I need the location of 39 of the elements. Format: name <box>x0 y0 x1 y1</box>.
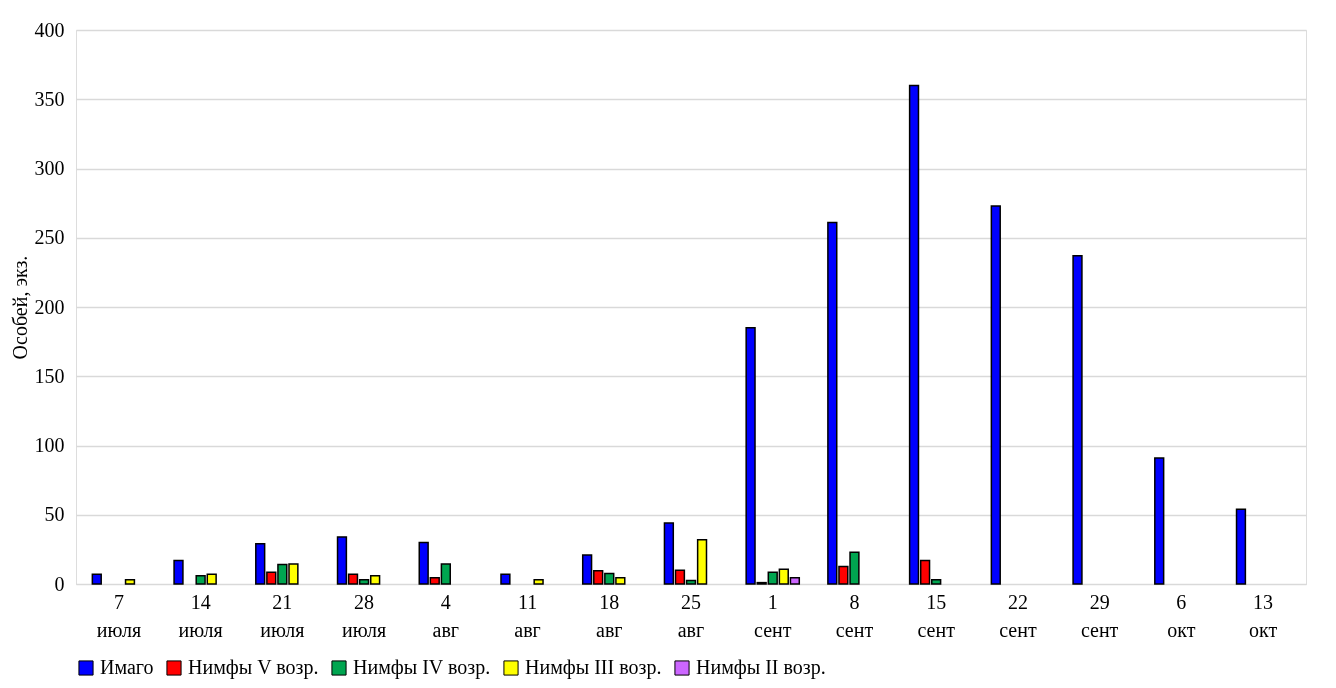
bar <box>990 205 1001 585</box>
bar <box>500 573 511 585</box>
bar <box>91 573 102 585</box>
bar <box>173 559 184 585</box>
x-tick-label: 7 июля <box>96 590 142 641</box>
y-tick-label: 350 <box>34 87 65 110</box>
x-tick-label: 4 авг <box>432 590 460 641</box>
legend-label: Нимфы III возр. <box>525 656 662 679</box>
bar <box>1072 255 1083 585</box>
bar <box>1154 457 1165 585</box>
x-tick-label: 14 июля <box>178 590 223 641</box>
x-tick-label: 22 сент <box>999 590 1037 641</box>
y-tick-label: 150 <box>34 364 65 387</box>
y-tick-label: 400 <box>34 18 65 41</box>
x-tick-label: 21 июля <box>260 590 305 641</box>
x-tick-label: 1 сент <box>754 590 792 641</box>
y-tick-label: 300 <box>34 157 65 179</box>
y-axis-title: Особей, экз. <box>8 255 31 360</box>
x-tick-label: 13 окт <box>1248 590 1278 641</box>
legend-label: Нимфы II возр. <box>696 656 826 679</box>
x-tick-label: 15 сент <box>917 590 956 641</box>
y-tick-label: 0 <box>54 572 65 595</box>
x-tick-label: 25 авг <box>677 590 705 641</box>
y-tick-label: 100 <box>34 434 65 456</box>
y-tick-label: 200 <box>34 295 65 318</box>
x-tick-label: 28 июля <box>341 590 387 641</box>
legend-label: Нимфы V возр. <box>188 656 319 679</box>
bar <box>1235 508 1247 585</box>
x-tick-label: 8 сент <box>835 590 874 641</box>
bar <box>124 579 136 585</box>
x-tick-label: 29 сент <box>1080 590 1119 641</box>
legend-label: Нимфы IV возр. <box>353 656 491 679</box>
bar <box>533 579 544 585</box>
x-tick-label: 18 авг <box>596 590 623 641</box>
x-tick-label: 6 окт <box>1167 590 1196 641</box>
x-tick-label: 11 авг <box>514 590 541 641</box>
y-tick-label: 250 <box>34 226 65 249</box>
legend-label: Имаго <box>100 656 154 678</box>
y-tick-label: 50 <box>44 503 65 526</box>
